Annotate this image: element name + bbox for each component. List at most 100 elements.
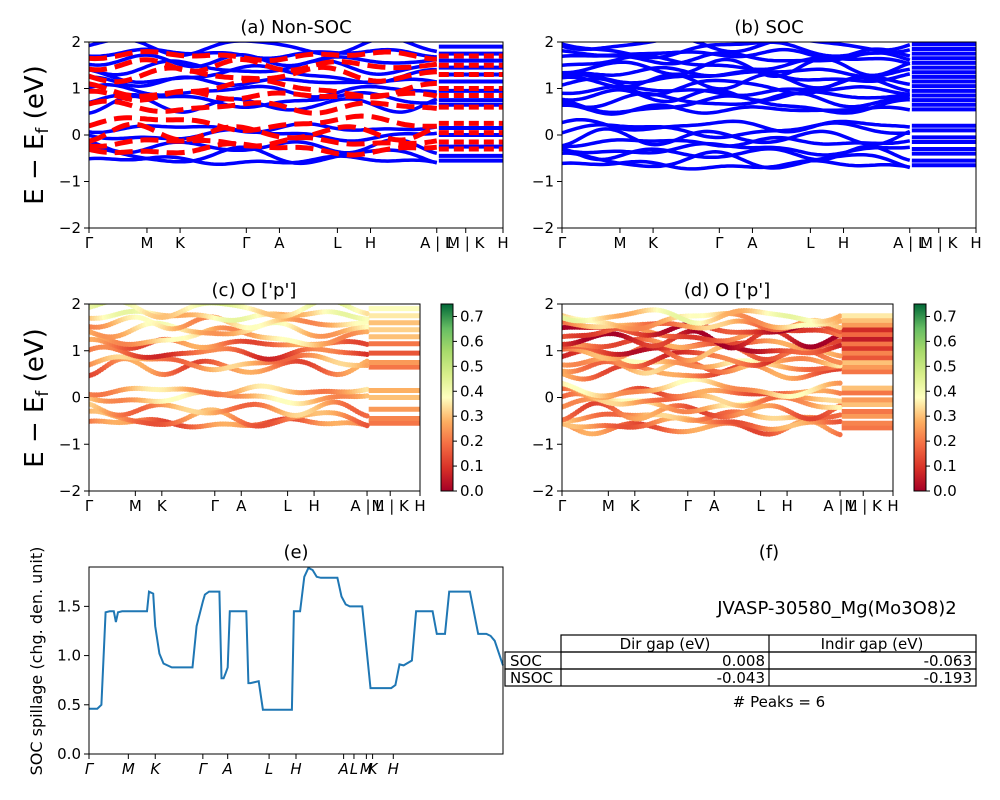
x-tick-label: L: [265, 760, 273, 778]
col-header-dir: Dir gap (eV): [620, 635, 711, 653]
panel-a-ylabel: E − Ef (eV): [20, 65, 53, 205]
gap-table: [504, 634, 977, 687]
colorbar-tick-label: 0.3: [460, 407, 484, 425]
y-tick-label: −2: [59, 482, 81, 500]
band-line: [562, 135, 911, 149]
band-line: [89, 141, 437, 158]
x-tick-label: Γ: [199, 760, 209, 778]
band-point: [112, 299, 117, 304]
panel-d-colorbar: 0.0 0.1 0.2 0.3 0.4 0.5 0.6 0.7: [913, 303, 957, 500]
band-line: [89, 113, 437, 133]
band-point: [322, 298, 327, 303]
row-label-soc: SOC: [510, 652, 542, 670]
band-point: [837, 318, 843, 324]
col-header-indir: Indir gap (eV): [821, 635, 924, 653]
x-tick-label: Γ: [85, 760, 95, 778]
band-line: [89, 64, 437, 85]
band-point: [837, 404, 843, 411]
peaks-count: # Peaks = 6: [733, 693, 825, 711]
colorbar-tick-label: 0.4: [460, 382, 484, 400]
y-tick-label: 2: [71, 295, 81, 313]
colorbar-tick-label: 0.1: [933, 457, 957, 475]
y-tick-label: 0: [544, 389, 554, 407]
band-point: [837, 380, 843, 386]
x-tick-label: Γ: [242, 234, 251, 252]
axes-frame: [88, 303, 421, 492]
band-point: [837, 324, 843, 331]
x-tick-label: L: [283, 497, 292, 515]
x-tick-label: K: [157, 497, 168, 515]
band-line: [89, 58, 437, 77]
x-tick-label: A: [709, 497, 720, 515]
band-line: [562, 91, 910, 110]
x-tick-label: Γ: [684, 497, 693, 515]
x-tick-label: K: [648, 234, 659, 252]
material-id: JVASP-30580_Mg(Mo3O8)2: [716, 598, 957, 619]
band-point: [319, 298, 324, 303]
colorbar-tick-label: 0.3: [933, 407, 957, 425]
x-tick-label: H: [970, 234, 981, 252]
soc-indir-gap: -0.063: [924, 652, 972, 670]
band-point: [837, 353, 843, 359]
y-tick-label: 1: [71, 80, 81, 98]
x-tick-label: Γ: [211, 497, 220, 515]
x-tick-label: L: [756, 497, 765, 515]
y-tick-label: −1: [59, 435, 81, 453]
panel-b-title: (b) SOC: [734, 17, 803, 38]
band-point: [364, 358, 370, 364]
x-tick-label: H: [887, 497, 898, 515]
panel-e-plot: 0.00.51.01.5Γ M K Γ A L H A L MK H: [57, 566, 504, 778]
x-tick-label: M | K: [372, 497, 411, 515]
band-point: [332, 298, 337, 303]
band-line: [89, 98, 438, 116]
x-tick-label: L: [333, 234, 342, 252]
band-line: [89, 48, 437, 64]
band-point: [311, 304, 317, 306]
axes-frame: [561, 41, 977, 229]
colorbar-tick-label: 0.1: [460, 457, 484, 475]
nsoc-indir-gap: -0.193: [924, 669, 972, 687]
band-line: [89, 135, 438, 149]
points-group: [89, 297, 420, 430]
bands-group: [562, 42, 976, 171]
band-point: [837, 418, 843, 425]
y-tick-label: 1: [71, 342, 81, 360]
x-tick-label: H: [290, 760, 301, 778]
band-line: [562, 42, 911, 60]
band-point: [837, 360, 843, 366]
band-point: [364, 329, 370, 335]
panel-e-title: (e): [283, 542, 308, 563]
x-tick-label: M: [602, 497, 615, 515]
colorbar-tick-label: 0.4: [933, 382, 957, 400]
band-point: [364, 362, 370, 368]
x-tick-label: A: [337, 760, 348, 778]
row-label-nsoc: NSOC: [510, 669, 553, 687]
colorbar-tick-label: 0.7: [933, 307, 957, 325]
panel-d-title: (d) O ['p']: [684, 280, 770, 301]
soc-dir-gap: 0.008: [722, 652, 765, 670]
band-point: [324, 297, 329, 302]
band-point: [837, 398, 843, 404]
band-line: [89, 56, 438, 74]
x-tick-label: H: [308, 497, 319, 515]
nsoc-dir-gap: -0.043: [717, 669, 765, 687]
x-tick-label: M: [140, 234, 153, 252]
colorbar-tick-label: 0.6: [460, 332, 484, 350]
band-point: [364, 393, 370, 399]
x-tick-label: M | K: [447, 234, 486, 252]
colorbar-tick-label: 0.5: [933, 357, 957, 375]
x-tick-label: H: [838, 234, 849, 252]
band-point: [364, 310, 370, 317]
panel-f-title: (f): [759, 542, 779, 563]
x-tick-label: H: [365, 234, 376, 252]
x-tick-label: Γ: [558, 234, 567, 252]
x-tick-label: M: [122, 760, 135, 778]
panel-f: JVASP-30580_Mg(Mo3O8)2 Dir gap (eV) Indi…: [504, 598, 977, 711]
band-point: [837, 329, 843, 335]
spillage-line: [89, 566, 504, 711]
colorbar-tick-label: 0.2: [933, 432, 957, 450]
x-tick-label: M | K: [920, 234, 959, 252]
y-tick-label: 2: [71, 33, 81, 51]
